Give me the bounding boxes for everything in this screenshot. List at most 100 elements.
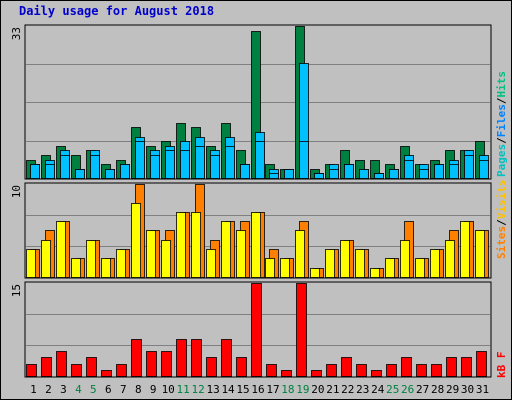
bar-kb-f-day-1 — [26, 364, 37, 377]
bar-sites-day-16 — [251, 212, 261, 278]
bar-kb-f-day-2 — [41, 357, 52, 377]
bar-pages-day-5 — [90, 155, 100, 179]
bar-kb-f-day-23 — [356, 364, 367, 377]
bar-pages-day-4 — [75, 169, 85, 179]
bar-kb-f-day-8 — [131, 339, 142, 377]
bar-pages-day-23 — [359, 169, 369, 179]
legend-separator: / — [495, 137, 508, 144]
bar-kb-f-day-24 — [371, 370, 382, 377]
bar-pages-day-31 — [479, 160, 489, 179]
legend-kbytes: kB F — [495, 352, 508, 379]
legend-item-sites: Sites — [495, 226, 508, 259]
bar-sites-day-3 — [56, 221, 66, 278]
bar-sites-day-18 — [280, 258, 290, 278]
bar-sites-day-11 — [176, 212, 186, 278]
bar-pages-day-25 — [389, 169, 399, 179]
x-tick-label-11: 11 — [177, 383, 190, 396]
y-max-label-visits-sites: 10 — [10, 185, 23, 198]
bar-kb-f-day-29 — [446, 357, 457, 377]
bar-sites-day-1 — [26, 249, 36, 278]
x-tick-label-20: 20 — [311, 383, 324, 396]
bar-pages-day-1 — [30, 164, 40, 179]
bar-pages-day-9 — [150, 155, 160, 179]
bar-pages-day-12 — [195, 146, 205, 179]
bar-pages-day-20 — [314, 173, 324, 179]
x-tick-label-19: 19 — [296, 383, 309, 396]
x-tick-label-1: 1 — [30, 383, 37, 396]
bar-kb-f-day-25 — [386, 364, 397, 377]
bar-kb-f-day-20 — [311, 370, 322, 377]
bar-sites-day-13 — [206, 249, 216, 278]
x-tick-label-29: 29 — [446, 383, 459, 396]
x-tick-label-5: 5 — [90, 383, 97, 396]
bar-kb-f-day-27 — [416, 364, 427, 377]
bar-sites-day-25 — [385, 258, 395, 278]
legend-separator: / — [495, 97, 508, 104]
bar-sites-day-31 — [475, 230, 485, 278]
bar-kb-f-day-17 — [266, 364, 277, 377]
bar-pages-day-19 — [299, 141, 309, 179]
x-tick-label-28: 28 — [431, 383, 444, 396]
x-tick-label-21: 21 — [326, 383, 339, 396]
bar-pages-day-15 — [240, 164, 250, 179]
bar-pages-day-11 — [180, 150, 190, 179]
bar-kb-f-day-4 — [71, 364, 82, 377]
bar-kb-f-day-9 — [146, 351, 157, 377]
x-tick-label-10: 10 — [162, 383, 175, 396]
bar-pages-day-14 — [225, 146, 235, 179]
bar-sites-day-28 — [430, 249, 440, 278]
x-tick-label-8: 8 — [135, 383, 142, 396]
x-tick-label-24: 24 — [371, 383, 385, 396]
x-tick-label-4: 4 — [75, 383, 82, 396]
bar-pages-day-16 — [255, 141, 265, 179]
bar-sites-day-26 — [400, 240, 410, 278]
bar-pages-day-30 — [464, 155, 474, 179]
bar-kb-f-day-3 — [56, 351, 67, 377]
bar-sites-day-29 — [445, 240, 455, 278]
chart-title: Daily usage for August 2018 — [19, 4, 215, 18]
x-tick-label-2: 2 — [45, 383, 52, 396]
bar-sites-day-2 — [41, 240, 51, 278]
bar-kb-f-day-18 — [281, 370, 292, 377]
bar-kb-f-day-16 — [251, 283, 262, 377]
x-tick-label-12: 12 — [192, 383, 205, 396]
bar-sites-day-27 — [415, 258, 425, 278]
bar-pages-day-29 — [449, 164, 459, 179]
bar-sites-day-24 — [370, 268, 380, 278]
bar-pages-day-6 — [105, 169, 115, 179]
bar-sites-day-22 — [340, 240, 350, 278]
bar-pages-day-24 — [374, 173, 384, 179]
x-tick-label-22: 22 — [341, 383, 354, 396]
bar-sites-day-14 — [221, 221, 231, 278]
x-tick-label-9: 9 — [150, 383, 157, 396]
bar-sites-day-20 — [310, 268, 320, 278]
bar-sites-day-7 — [116, 249, 126, 278]
bar-sites-day-6 — [101, 258, 111, 278]
bar-kb-f-day-12 — [191, 339, 202, 377]
x-tick-label-23: 23 — [356, 383, 369, 396]
bar-pages-day-7 — [120, 164, 130, 179]
bar-sites-day-4 — [71, 258, 81, 278]
bar-sites-day-8 — [131, 203, 141, 278]
bar-kb-f-day-13 — [206, 357, 217, 377]
bar-kb-f-day-7 — [116, 364, 127, 377]
x-tick-label-6: 6 — [105, 383, 112, 396]
legend-item-kb-f: kB F — [495, 352, 508, 379]
legend-visits-sites: Sites/Visits — [495, 180, 508, 260]
bar-pages-day-8 — [135, 141, 145, 179]
x-tick-label-13: 13 — [206, 383, 219, 396]
legend-item-pages: Pages — [495, 144, 508, 177]
bar-pages-day-2 — [45, 164, 55, 179]
x-tick-label-31: 31 — [476, 383, 489, 396]
bar-sites-day-9 — [146, 230, 156, 278]
legend-separator: / — [495, 219, 508, 226]
bar-sites-day-10 — [161, 240, 171, 278]
bar-kb-f-day-22 — [341, 357, 352, 377]
bar-kb-f-day-14 — [221, 339, 232, 377]
bar-sites-day-12 — [191, 212, 201, 278]
bar-sites-day-23 — [355, 249, 365, 278]
bar-pages-day-21 — [329, 169, 339, 179]
bar-sites-day-30 — [460, 221, 470, 278]
